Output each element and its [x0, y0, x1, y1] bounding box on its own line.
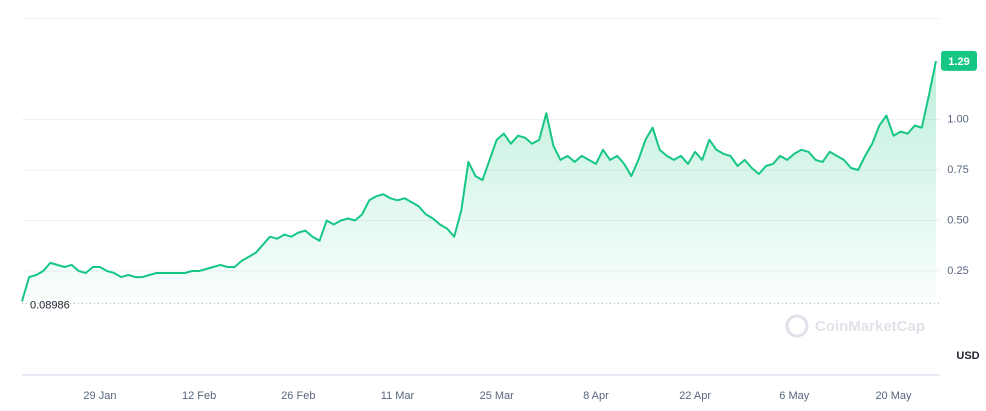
watermark-text: CoinMarketCap [815, 318, 925, 335]
x-tick-label: 11 Mar [381, 390, 415, 402]
y-tick-label: 0.75 [947, 164, 968, 176]
x-tick-label: 25 Mar [480, 390, 515, 402]
price-badge-label: 1.29 [948, 56, 969, 68]
watermark-logo [785, 314, 809, 338]
price-badge-bg [941, 50, 977, 71]
x-tick-label: 12 Feb [182, 390, 216, 402]
x-tick-label: 6 May [779, 390, 809, 402]
price-line [21, 60, 937, 302]
x-tick-label: 26 Feb [281, 390, 315, 402]
x-tick-label: 8 Apr [583, 390, 609, 402]
y-tick-label: 1.00 [947, 113, 968, 125]
currency: USD [956, 350, 979, 362]
y-tick-label: 0.50 [947, 214, 968, 226]
x-tick-label: 20 May [875, 390, 912, 402]
x-tick-label: 29 Jan [83, 390, 116, 402]
y-tick-label: 0.25 [947, 265, 968, 277]
x-tick-label: 22 Apr [679, 390, 711, 402]
price-area [22, 60, 936, 304]
price-badge: 1.29 [941, 50, 977, 71]
watermark: CoinMarketCap [785, 314, 925, 338]
